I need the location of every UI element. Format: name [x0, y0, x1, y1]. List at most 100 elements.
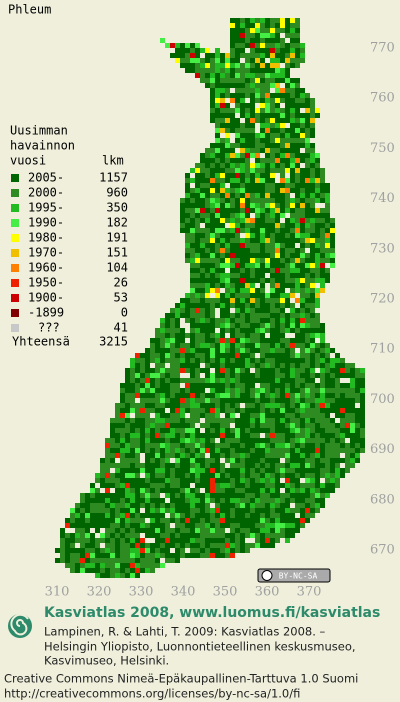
map-cell [275, 88, 280, 93]
map-cell [360, 403, 365, 408]
map-cell [190, 208, 195, 213]
map-cell [250, 488, 255, 493]
map-cell [300, 468, 305, 473]
map-cell [200, 368, 205, 373]
map-cell [145, 513, 150, 518]
map-cell [305, 408, 310, 413]
map-cell [170, 398, 175, 403]
map-cell [290, 28, 295, 33]
map-cell [200, 228, 205, 233]
map-cell [190, 553, 195, 558]
map-cell [75, 523, 80, 528]
map-cell [190, 408, 195, 413]
map-cell [265, 323, 270, 328]
map-cell [180, 363, 185, 368]
map-cell [300, 288, 305, 293]
map-cell [260, 383, 265, 388]
map-cell [295, 413, 300, 418]
map-cell [305, 503, 310, 508]
map-cell [285, 98, 290, 103]
map-cell [230, 208, 235, 213]
map-cell [280, 143, 285, 148]
map-cell [225, 178, 230, 183]
map-cell [265, 308, 270, 313]
map-cell [265, 213, 270, 218]
map-cell [115, 478, 120, 483]
map-cell [200, 493, 205, 498]
map-cell [315, 208, 320, 213]
map-cell [225, 253, 230, 258]
map-cell [285, 18, 290, 23]
map-cell [275, 228, 280, 233]
map-cell [140, 553, 145, 558]
map-cell [315, 383, 320, 388]
map-cell [245, 518, 250, 523]
map-cell [115, 453, 120, 458]
map-cell [245, 63, 250, 68]
map-cell [320, 268, 325, 273]
map-cell [230, 68, 235, 73]
map-cell [260, 168, 265, 173]
map-cell [310, 428, 315, 433]
map-cell [290, 148, 295, 153]
map-cell [260, 293, 265, 298]
map-cell [250, 503, 255, 508]
map-cell [210, 478, 215, 483]
map-cell [130, 383, 135, 388]
map-cell [185, 318, 190, 323]
map-cell [210, 348, 215, 353]
map-cell [270, 168, 275, 173]
map-cell [160, 448, 165, 453]
map-cell [175, 493, 180, 498]
map-cell [325, 193, 330, 198]
map-cell [230, 98, 235, 103]
map-cell [280, 463, 285, 468]
total: 3215 [99, 335, 128, 349]
map-cell [275, 413, 280, 418]
map-cell [125, 453, 130, 458]
map-cell [240, 543, 245, 548]
map-cell [125, 558, 130, 563]
map-cell [305, 183, 310, 188]
map-cell [220, 278, 225, 283]
map-cell [280, 58, 285, 63]
map-cell [290, 103, 295, 108]
map-cell [310, 323, 315, 328]
map-cell [155, 513, 160, 518]
map-cell [105, 453, 110, 458]
map-cell [290, 513, 295, 518]
map-cell [160, 368, 165, 373]
map-cell [310, 278, 315, 283]
map-cell [145, 418, 150, 423]
map-cell [210, 303, 215, 308]
map-cell [280, 403, 285, 408]
map-cell [220, 443, 225, 448]
map-cell [175, 338, 180, 343]
map-cell [180, 53, 185, 58]
map-cell [70, 538, 75, 543]
map-cell [215, 273, 220, 278]
map-cell [165, 368, 170, 373]
map-cell [275, 508, 280, 513]
map-cell [210, 203, 215, 208]
map-cell [235, 343, 240, 348]
map-cell [305, 518, 310, 523]
map-cell [250, 393, 255, 398]
map-cell [130, 393, 135, 398]
legend-count: 191 [106, 231, 128, 245]
map-cell [235, 88, 240, 93]
map-cell [295, 328, 300, 333]
map-cell [150, 568, 155, 573]
map-cell [140, 523, 145, 528]
map-cell [260, 378, 265, 383]
map-cell [145, 388, 150, 393]
map-cell [140, 463, 145, 468]
map-cell [280, 93, 285, 98]
map-cell [240, 173, 245, 178]
map-cell [175, 323, 180, 328]
map-cell [270, 268, 275, 273]
map-cell [240, 208, 245, 213]
map-cell [165, 43, 170, 48]
map-cell [240, 458, 245, 463]
map-cell [325, 483, 330, 488]
